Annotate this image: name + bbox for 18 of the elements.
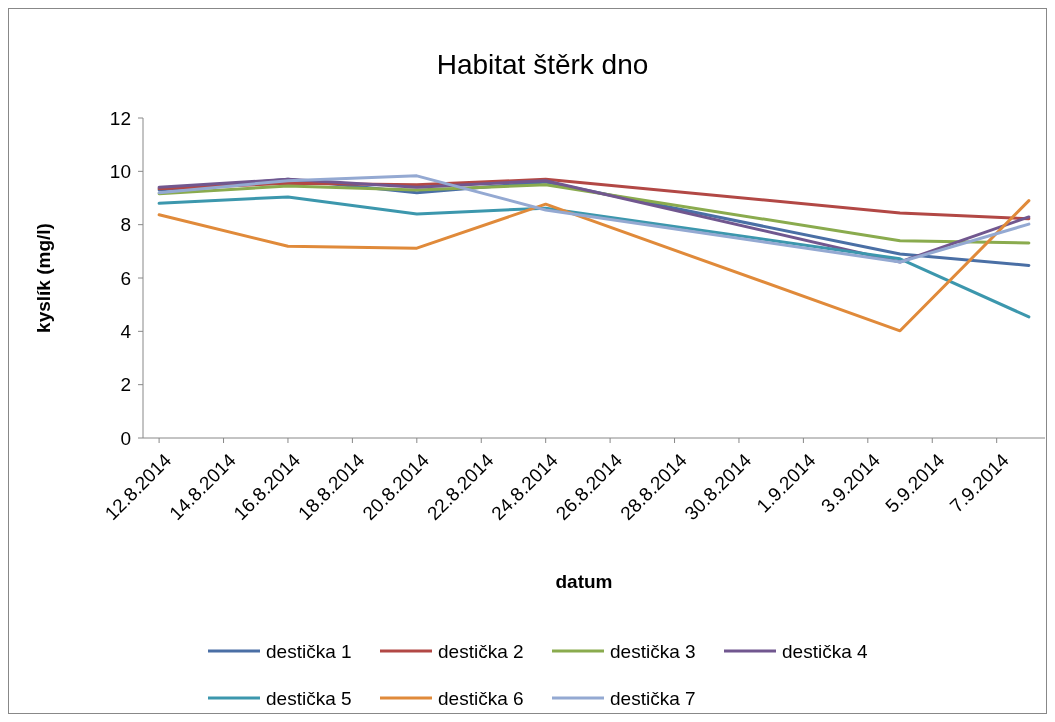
legend-label: destička 5	[266, 687, 352, 709]
y-tick-label: 12	[109, 107, 131, 129]
legend-label: destička 7	[610, 687, 696, 709]
legend-label: destička 3	[610, 640, 696, 662]
x-axis-title: datum	[555, 571, 613, 592]
line-series	[157, 183, 1031, 245]
y-axis-title: kyslík (mg/l)	[33, 223, 54, 333]
legend-label: destička 2	[438, 640, 524, 662]
legend-label: destička 1	[266, 640, 352, 662]
y-tick-label: 8	[120, 214, 131, 236]
y-tick-label: 10	[109, 160, 131, 182]
legend-label: destička 4	[782, 640, 868, 662]
chart-title: Habitat štěrk dno	[436, 49, 649, 80]
y-tick-label: 0	[120, 427, 131, 449]
legend-label: destička 6	[438, 687, 524, 709]
y-tick-label: 2	[120, 374, 131, 396]
y-tick-label: 4	[120, 320, 132, 342]
y-tick-label: 6	[120, 267, 131, 289]
